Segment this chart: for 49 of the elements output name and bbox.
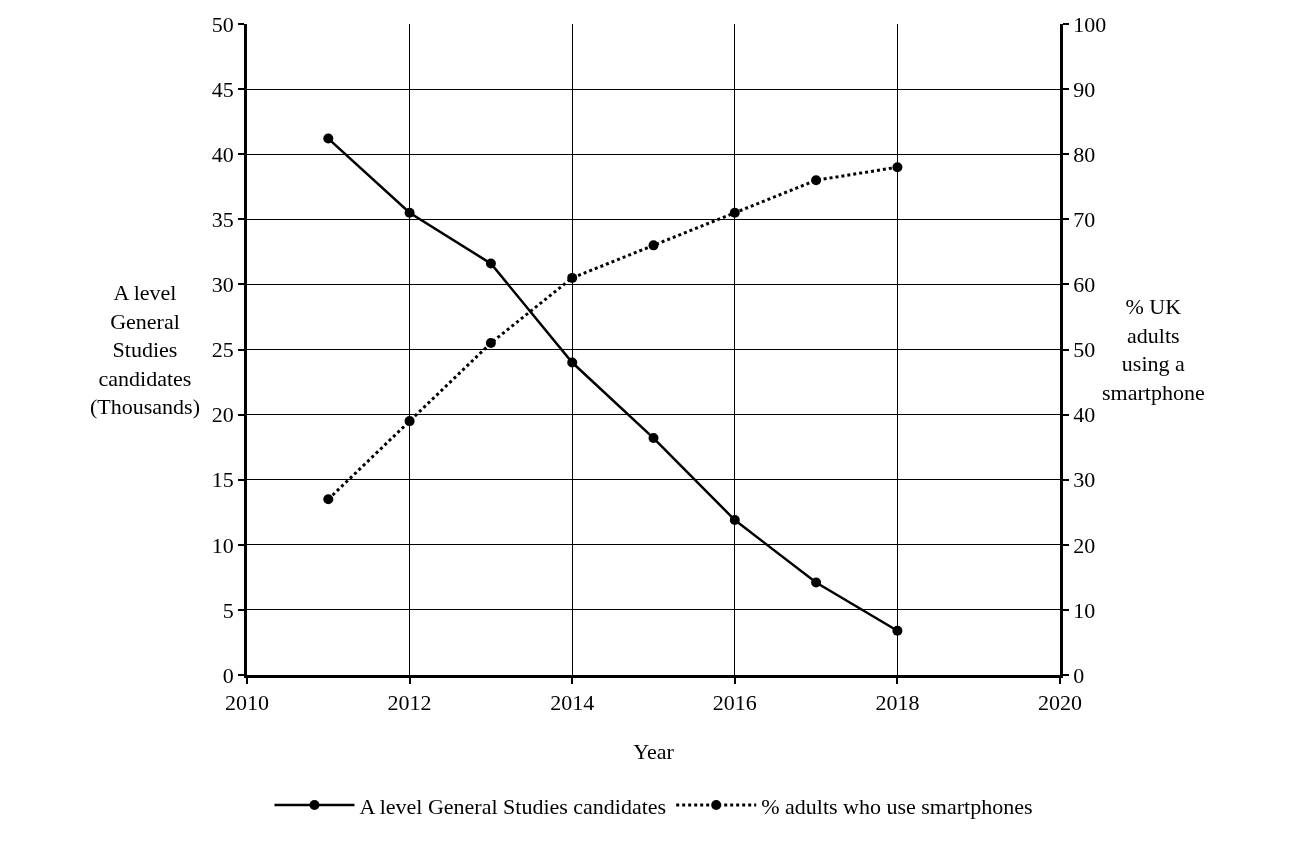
x-tick-label: 2010 xyxy=(225,690,269,716)
point xyxy=(323,494,334,505)
point xyxy=(567,272,578,283)
y2-tick-label: 90 xyxy=(1073,76,1096,102)
point xyxy=(729,207,740,218)
point xyxy=(892,162,903,173)
x-tick-label: 2012 xyxy=(387,690,432,716)
point xyxy=(811,175,822,186)
y2-tick-label: 60 xyxy=(1073,272,1096,298)
legend-label: % adults who use smartphones xyxy=(761,793,1033,819)
y-tick-label: 10 xyxy=(211,532,234,558)
point xyxy=(485,258,496,269)
y-tick-label: 5 xyxy=(222,597,234,623)
y-tick-label: 25 xyxy=(211,337,234,363)
point xyxy=(404,416,415,427)
legend-label: A level General Studies candidates xyxy=(359,793,667,819)
y2-tick-label: 20 xyxy=(1073,532,1096,558)
y2-tick-label: 100 xyxy=(1073,11,1107,37)
y2-tick-label: 80 xyxy=(1073,141,1096,167)
y-tick-label: 40 xyxy=(211,141,234,167)
point xyxy=(485,337,496,348)
y-tick-label: 45 xyxy=(211,76,234,102)
y2-axis-title: % UK adults using a smartphone xyxy=(1102,294,1205,405)
y-tick-label: 0 xyxy=(222,662,234,688)
y2-tick-label: 70 xyxy=(1073,207,1096,232)
y-tick-label: 15 xyxy=(211,467,234,493)
y2-tick-label: 0 xyxy=(1073,662,1085,688)
y-tick-label: 20 xyxy=(211,402,234,428)
x-tick-label: 2016 xyxy=(712,690,757,716)
point xyxy=(323,133,334,144)
point xyxy=(404,207,415,218)
x-tick-label: 2020 xyxy=(1038,690,1082,716)
y-tick-label: 50 xyxy=(211,11,234,37)
y2-tick-label: 50 xyxy=(1073,337,1096,363)
y2-tick-label: 10 xyxy=(1073,597,1096,623)
point xyxy=(892,625,903,636)
point xyxy=(648,240,659,251)
y-axis-title: A level General Studies candidates (Thousands) xyxy=(90,280,200,420)
x-tick-label: 2014 xyxy=(550,690,595,716)
x-axis-title: Year xyxy=(633,739,675,765)
point xyxy=(811,577,822,588)
point xyxy=(729,515,740,526)
y-tick-label: 35 xyxy=(211,207,234,232)
point xyxy=(648,433,659,444)
y2-tick-label: 30 xyxy=(1073,467,1096,493)
y2-tick-label: 40 xyxy=(1073,402,1096,428)
x-tick-label: 2018 xyxy=(875,690,920,716)
point xyxy=(567,357,578,368)
y-tick-label: 30 xyxy=(211,272,234,298)
